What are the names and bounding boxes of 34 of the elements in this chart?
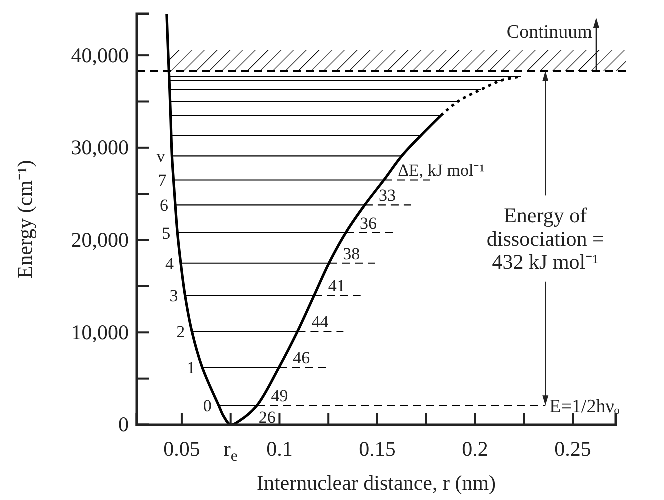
y-tick-label: 0	[118, 412, 129, 437]
x-tick-label: 0.1	[266, 436, 293, 461]
x-tick-label: 0.15	[359, 436, 396, 461]
annotation: ΔE, kJ mol⁻¹	[398, 161, 485, 180]
annotation: 46	[293, 348, 310, 368]
annotation: v	[156, 147, 166, 166]
annotation: 26	[258, 408, 276, 427]
annotation: 6	[160, 196, 169, 216]
band-label: Continuum	[506, 22, 593, 44]
y-axis-title: Energy (cm⁻¹)	[13, 160, 37, 279]
y-tick-label: 30,000	[71, 136, 129, 160]
annotation: 2	[176, 322, 186, 342]
annotation: 38	[343, 244, 360, 264]
annotation: 44	[312, 312, 330, 332]
annotation: 1	[186, 358, 196, 378]
y-tick-label: 20,000	[71, 228, 129, 252]
x-tick-label: r$_{e}$	[224, 436, 238, 465]
x-tick-label: 0.2	[462, 436, 488, 461]
annotation: Energy of dissociation = 432 kJ mol⁻¹	[486, 204, 604, 274]
annotation: 5	[162, 224, 171, 243]
annotation: 36	[360, 214, 377, 233]
x-tick-label: 0.25	[554, 436, 592, 461]
annotation: 49	[271, 386, 288, 406]
annotation: 33	[378, 186, 396, 206]
annotation: 7	[158, 171, 168, 190]
annotation: 3	[170, 286, 178, 306]
x-axis-title: Internuclear distance, r (nm)	[256, 471, 496, 495]
annotation: E=1/2hνₒ	[550, 396, 620, 418]
y-tick-label: 10,000	[71, 320, 129, 344]
annotation: 0	[203, 396, 212, 416]
y-tick-label: 40,000	[71, 43, 129, 68]
annotation: 4	[165, 254, 174, 274]
annotation: 41	[328, 276, 346, 296]
x-tick-label: 0.05	[164, 436, 200, 461]
